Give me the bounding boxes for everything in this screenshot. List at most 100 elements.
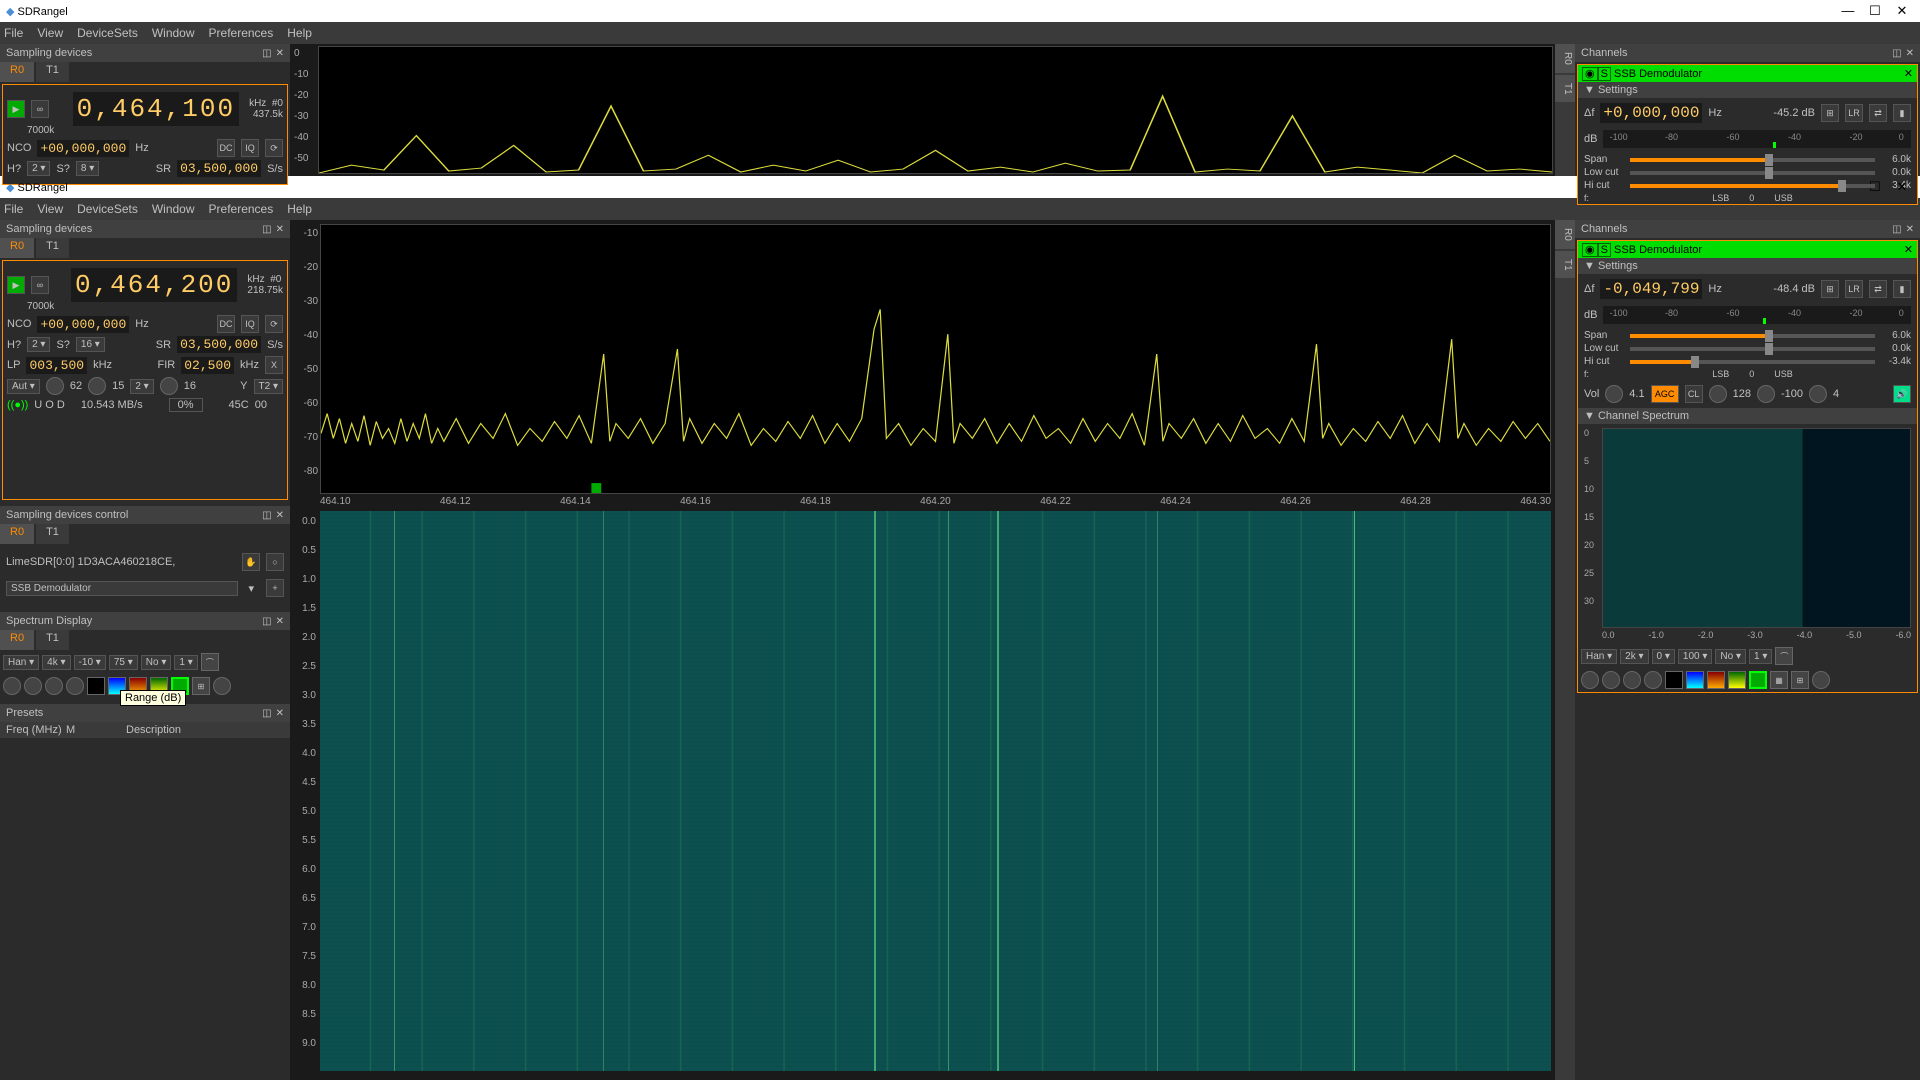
chspec-hdr[interactable]: ▼ Channel Spectrum bbox=[1578, 408, 1917, 424]
tab-r0-1[interactable]: R0 bbox=[0, 62, 34, 82]
cs-wf-btn[interactable]: ▦ bbox=[1770, 671, 1788, 689]
play-button-1[interactable]: ▶ bbox=[7, 100, 25, 118]
settings-hdr-2[interactable]: ▼ Settings bbox=[1578, 258, 1917, 274]
s-select-1[interactable]: 8 ▾ bbox=[76, 161, 99, 176]
undock-icon[interactable]: ◫ bbox=[262, 224, 271, 235]
undock-icon[interactable]: ◫ bbox=[1892, 48, 1901, 59]
btn-grid-1[interactable]: ⊞ bbox=[1821, 104, 1839, 122]
sdc-tab-t1[interactable]: T1 bbox=[36, 524, 69, 544]
spd-rbtn-5[interactable] bbox=[213, 677, 231, 695]
cs-grad2-btn[interactable] bbox=[1707, 671, 1725, 689]
curve-icon[interactable]: ⌒ bbox=[201, 653, 219, 671]
t2-select[interactable]: T2 ▾ bbox=[254, 379, 283, 394]
menu-window[interactable]: Window bbox=[152, 202, 195, 216]
spd-tab-r0[interactable]: R0 bbox=[0, 630, 34, 650]
spd-grid-btn[interactable]: ⊞ bbox=[192, 677, 210, 695]
vol-knob[interactable] bbox=[1605, 385, 1623, 403]
link-icon[interactable]: ∞ bbox=[31, 100, 49, 118]
link-icon-2[interactable]: ∞ bbox=[31, 276, 49, 294]
cs-grad3-btn[interactable] bbox=[1728, 671, 1746, 689]
sr-value-1[interactable]: 03,500,000 bbox=[177, 160, 261, 177]
cs-grid-btn[interactable]: ⊞ bbox=[1791, 671, 1809, 689]
spd-sel-1[interactable]: 4k ▾ bbox=[42, 655, 70, 670]
add-channel-button[interactable]: + bbox=[266, 579, 284, 597]
csel-3[interactable]: 100 ▾ bbox=[1678, 649, 1713, 664]
iq-button-1[interactable]: IQ bbox=[241, 139, 259, 157]
presets-list[interactable] bbox=[0, 738, 290, 908]
sr-value-2[interactable]: 03,500,000 bbox=[177, 336, 261, 353]
nco-value-1[interactable]: +00,000,000 bbox=[37, 140, 129, 157]
fir-x-button[interactable]: X bbox=[265, 356, 283, 374]
menu-devicesets[interactable]: DeviceSets bbox=[77, 202, 138, 216]
side-tab-r0-1[interactable]: R0 bbox=[1555, 44, 1575, 73]
chan-close-icon[interactable]: ✕ bbox=[1904, 67, 1913, 80]
curve-icon-2[interactable]: ⌒ bbox=[1775, 647, 1793, 665]
knob-100[interactable] bbox=[1757, 385, 1775, 403]
aut-select[interactable]: Aut ▾ bbox=[7, 379, 40, 394]
ssb-header-1[interactable]: ◉S SSB Demodulator ✕ bbox=[1578, 65, 1917, 82]
cs-rbtn-1[interactable] bbox=[1581, 671, 1599, 689]
dc-button-2[interactable]: DC bbox=[217, 315, 235, 333]
play-button-2[interactable]: ▶ bbox=[7, 276, 25, 294]
side-tab-t1-1[interactable]: T1 bbox=[1555, 75, 1575, 103]
demod-select[interactable]: SSB Demodulator bbox=[6, 581, 238, 596]
h-select-2[interactable]: 2 ▾ bbox=[27, 337, 50, 352]
lp-value-2[interactable]: 003,500 bbox=[26, 357, 87, 374]
cl-button[interactable]: CL bbox=[1685, 385, 1703, 403]
span-slider-2[interactable] bbox=[1630, 334, 1875, 338]
btn-bar-2[interactable]: ▮ bbox=[1893, 280, 1911, 298]
menu-window[interactable]: Window bbox=[152, 26, 195, 40]
csel-4[interactable]: No ▾ bbox=[1715, 649, 1746, 664]
spd-sel-3[interactable]: 75 ▾ bbox=[109, 655, 138, 670]
close-icon[interactable]: ✕ bbox=[1890, 179, 1914, 195]
spd-sel-2[interactable]: -10 ▾ bbox=[74, 655, 106, 670]
side-tab-r0-2[interactable]: R0 bbox=[1555, 220, 1575, 249]
gain-knob-2[interactable] bbox=[88, 377, 106, 395]
spd-sel-0[interactable]: Han ▾ bbox=[3, 655, 39, 670]
close-panel-icon[interactable]: ✕ bbox=[1906, 48, 1914, 59]
hicut-slider-1[interactable] bbox=[1630, 184, 1875, 188]
btn-swap-1[interactable]: ⇄ bbox=[1869, 104, 1887, 122]
dc-button-1[interactable]: DC bbox=[217, 139, 235, 157]
iq-button-2[interactable]: IQ bbox=[241, 315, 259, 333]
lowcut-slider-1[interactable] bbox=[1630, 171, 1875, 175]
spectrum-canvas-1[interactable] bbox=[318, 46, 1553, 174]
menu-preferences[interactable]: Preferences bbox=[209, 26, 274, 40]
gain-knob-1[interactable] bbox=[46, 377, 64, 395]
maximize-icon[interactable]: ☐ bbox=[1863, 3, 1887, 19]
csel-0[interactable]: Han ▾ bbox=[1581, 649, 1617, 664]
menu-preferences[interactable]: Preferences bbox=[209, 202, 274, 216]
df-value-2[interactable]: -0,049,799 bbox=[1600, 279, 1702, 299]
menu-view[interactable]: View bbox=[37, 202, 63, 216]
chan-close-icon-2[interactable]: ✕ bbox=[1904, 243, 1913, 256]
knob-4[interactable] bbox=[1809, 385, 1827, 403]
gain-knob-3[interactable] bbox=[160, 377, 178, 395]
tab-t1-2[interactable]: T1 bbox=[36, 238, 69, 258]
s-select-2[interactable]: 16 ▾ bbox=[76, 337, 105, 352]
hand-icon[interactable]: ✋ bbox=[242, 553, 260, 571]
refresh-icon[interactable]: ○ bbox=[266, 553, 284, 571]
cs-grad1-btn[interactable] bbox=[1686, 671, 1704, 689]
hicut-slider-2[interactable] bbox=[1630, 360, 1875, 364]
spd-rbtn-1[interactable] bbox=[3, 677, 21, 695]
menu-file[interactable]: File bbox=[4, 26, 23, 40]
df-value-1[interactable]: +0,000,000 bbox=[1600, 103, 1702, 123]
btn-swap-2[interactable]: ⇄ bbox=[1869, 280, 1887, 298]
agc-button[interactable]: AGC bbox=[1651, 385, 1679, 403]
undock-icon[interactable]: ◫ bbox=[262, 48, 271, 59]
span-slider-1[interactable] bbox=[1630, 158, 1875, 162]
cs-black-btn[interactable] bbox=[1665, 671, 1683, 689]
cs-rbtn-4[interactable] bbox=[1644, 671, 1662, 689]
waterfall-canvas[interactable] bbox=[320, 511, 1551, 1071]
spd-tab-t1[interactable]: T1 bbox=[36, 630, 69, 650]
spd-sel-4[interactable]: No ▾ bbox=[141, 655, 172, 670]
freq-display-2[interactable]: 0,464,200 bbox=[71, 268, 237, 302]
spectrum-canvas-2[interactable] bbox=[320, 224, 1551, 494]
tab-r0-2[interactable]: R0 bbox=[0, 238, 34, 258]
csel-5[interactable]: 1 ▾ bbox=[1749, 649, 1772, 664]
menu-help[interactable]: Help bbox=[287, 202, 312, 216]
csel-1[interactable]: 2k ▾ bbox=[1620, 649, 1648, 664]
cs-rbtn-3[interactable] bbox=[1623, 671, 1641, 689]
sdc-tab-r0[interactable]: R0 bbox=[0, 524, 34, 544]
btn-lr-2[interactable]: LR bbox=[1845, 280, 1863, 298]
